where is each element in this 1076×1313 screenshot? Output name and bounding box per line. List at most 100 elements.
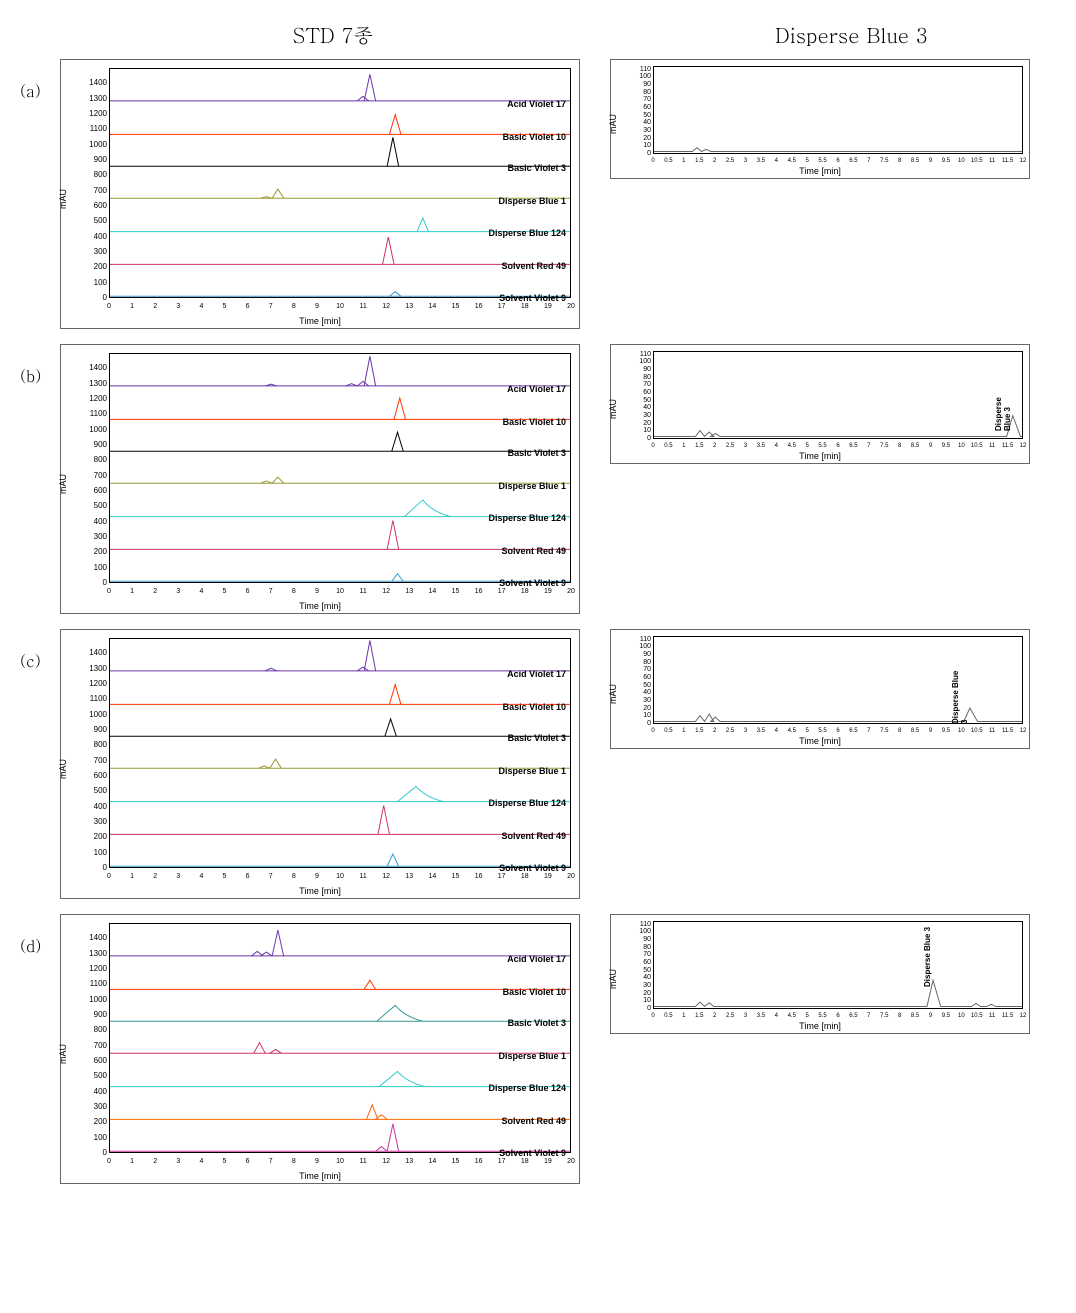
y-tick: 100 [619,643,651,650]
y-tick: 700 [69,756,107,765]
x-axis-label: Time [min] [299,316,341,326]
y-tick: 400 [69,517,107,526]
y-tick: 0 [69,578,107,587]
y-tick: 90 [619,651,651,658]
x-tick: 6 [238,588,258,595]
y-tick: 400 [69,232,107,241]
trace-label: Solvent Violet 9 [499,578,566,588]
x-tick: 3 [168,1158,188,1165]
row-label: (a) [20,59,60,102]
y-tick: 300 [69,532,107,541]
x-tick: 3 [168,588,188,595]
x-tick: 11 [353,1158,373,1165]
header-spacer [20,20,59,49]
right-chart: Disperse Blue 3mAUTime [min]010203040506… [610,344,1030,464]
y-tick: 90 [619,81,651,88]
y-tick: 60 [619,674,651,681]
x-tick: 12 [376,588,396,595]
plot-area: Disperse Blue 3 [653,351,1023,439]
trace-label: Disperse Blue 1 [498,481,566,491]
traces-svg [654,67,1022,153]
chart-box: Disperse Blue 3mAUTime [min]010203040506… [610,629,1030,749]
y-tick: 20 [619,990,651,997]
y-tick: 1400 [69,78,107,87]
x-axis-label: Time [min] [799,451,841,461]
y-tick: 700 [69,471,107,480]
chart-row: (d)Acid Violet 17Basic Violet 10Basic Vi… [20,914,1076,1184]
x-tick: 19 [538,1158,558,1165]
y-tick: 70 [619,666,651,673]
x-tick: 2 [145,588,165,595]
y-axis-label: mAU [58,759,68,779]
y-tick: 50 [619,682,651,689]
x-tick: 12 [376,303,396,310]
y-tick: 1300 [69,949,107,958]
y-tick: 1400 [69,648,107,657]
y-tick: 30 [619,697,651,704]
figure-container: STD 7종 Disperse Blue 3 (a)Acid Violet 17… [20,20,1076,1184]
y-tick: 70 [619,381,651,388]
y-tick: 500 [69,216,107,225]
y-tick: 70 [619,951,651,958]
y-tick: 80 [619,374,651,381]
y-axis-label: mAU [608,684,618,704]
y-axis-label: mAU [58,474,68,494]
x-tick: 15 [446,873,466,880]
x-tick: 20 [561,1158,581,1165]
trace-label: Basic Violet 3 [508,733,566,743]
y-tick: 110 [619,636,651,643]
y-tick: 1400 [69,933,107,942]
x-tick: 20 [561,303,581,310]
x-tick: 12 [1013,728,1033,734]
y-tick: 600 [69,1056,107,1065]
chart-box: Acid Violet 17Basic Violet 10Basic Viole… [60,914,580,1184]
x-tick: 20 [561,873,581,880]
x-tick: 12 [376,1158,396,1165]
x-tick: 11 [353,303,373,310]
x-tick: 2 [145,873,165,880]
y-tick: 1000 [69,710,107,719]
trace-label: Acid Violet 17 [507,99,566,109]
x-tick: 8 [284,1158,304,1165]
y-tick: 1300 [69,664,107,673]
y-tick: 900 [69,155,107,164]
trace-label: Basic Violet 3 [508,1018,566,1028]
x-tick: 18 [515,873,535,880]
x-tick: 17 [492,873,512,880]
x-tick: 10 [330,588,350,595]
trace-label: Acid Violet 17 [507,954,566,964]
x-tick: 4 [191,303,211,310]
x-tick: 17 [492,588,512,595]
left-chart: Acid Violet 17Basic Violet 10Basic Viole… [60,59,580,329]
x-tick: 14 [422,873,442,880]
x-tick: 15 [446,303,466,310]
x-tick: 0 [99,303,119,310]
y-tick: 40 [619,689,651,696]
chart-row: (b)Acid Violet 17Basic Violet 10Basic Vi… [20,344,1076,614]
x-tick: 2 [145,303,165,310]
plot-area: Acid Violet 17Basic Violet 10Basic Viole… [109,923,571,1153]
y-tick: 0 [619,1005,651,1012]
trace-label: Disperse Blue 124 [488,513,566,523]
x-tick: 19 [538,873,558,880]
header-row: STD 7종 Disperse Blue 3 [20,20,1076,49]
x-tick: 0 [99,588,119,595]
y-tick: 1200 [69,679,107,688]
x-tick: 12 [376,873,396,880]
x-tick: 0 [99,873,119,880]
y-tick: 40 [619,119,651,126]
x-tick: 13 [399,588,419,595]
y-tick: 80 [619,89,651,96]
row-label: (c) [20,629,60,672]
chart-box: Disperse Blue 3mAUTime [min]010203040506… [610,344,1030,464]
rows-container: (a)Acid Violet 17Basic Violet 10Basic Vi… [20,59,1076,1184]
x-tick: 9 [307,1158,327,1165]
y-tick: 0 [69,1148,107,1157]
x-tick: 8 [284,303,304,310]
y-tick: 50 [619,967,651,974]
trace-label: Basic Violet 10 [503,702,566,712]
x-tick: 14 [422,303,442,310]
y-tick: 110 [619,66,651,73]
x-tick: 8 [284,588,304,595]
x-tick: 15 [446,588,466,595]
